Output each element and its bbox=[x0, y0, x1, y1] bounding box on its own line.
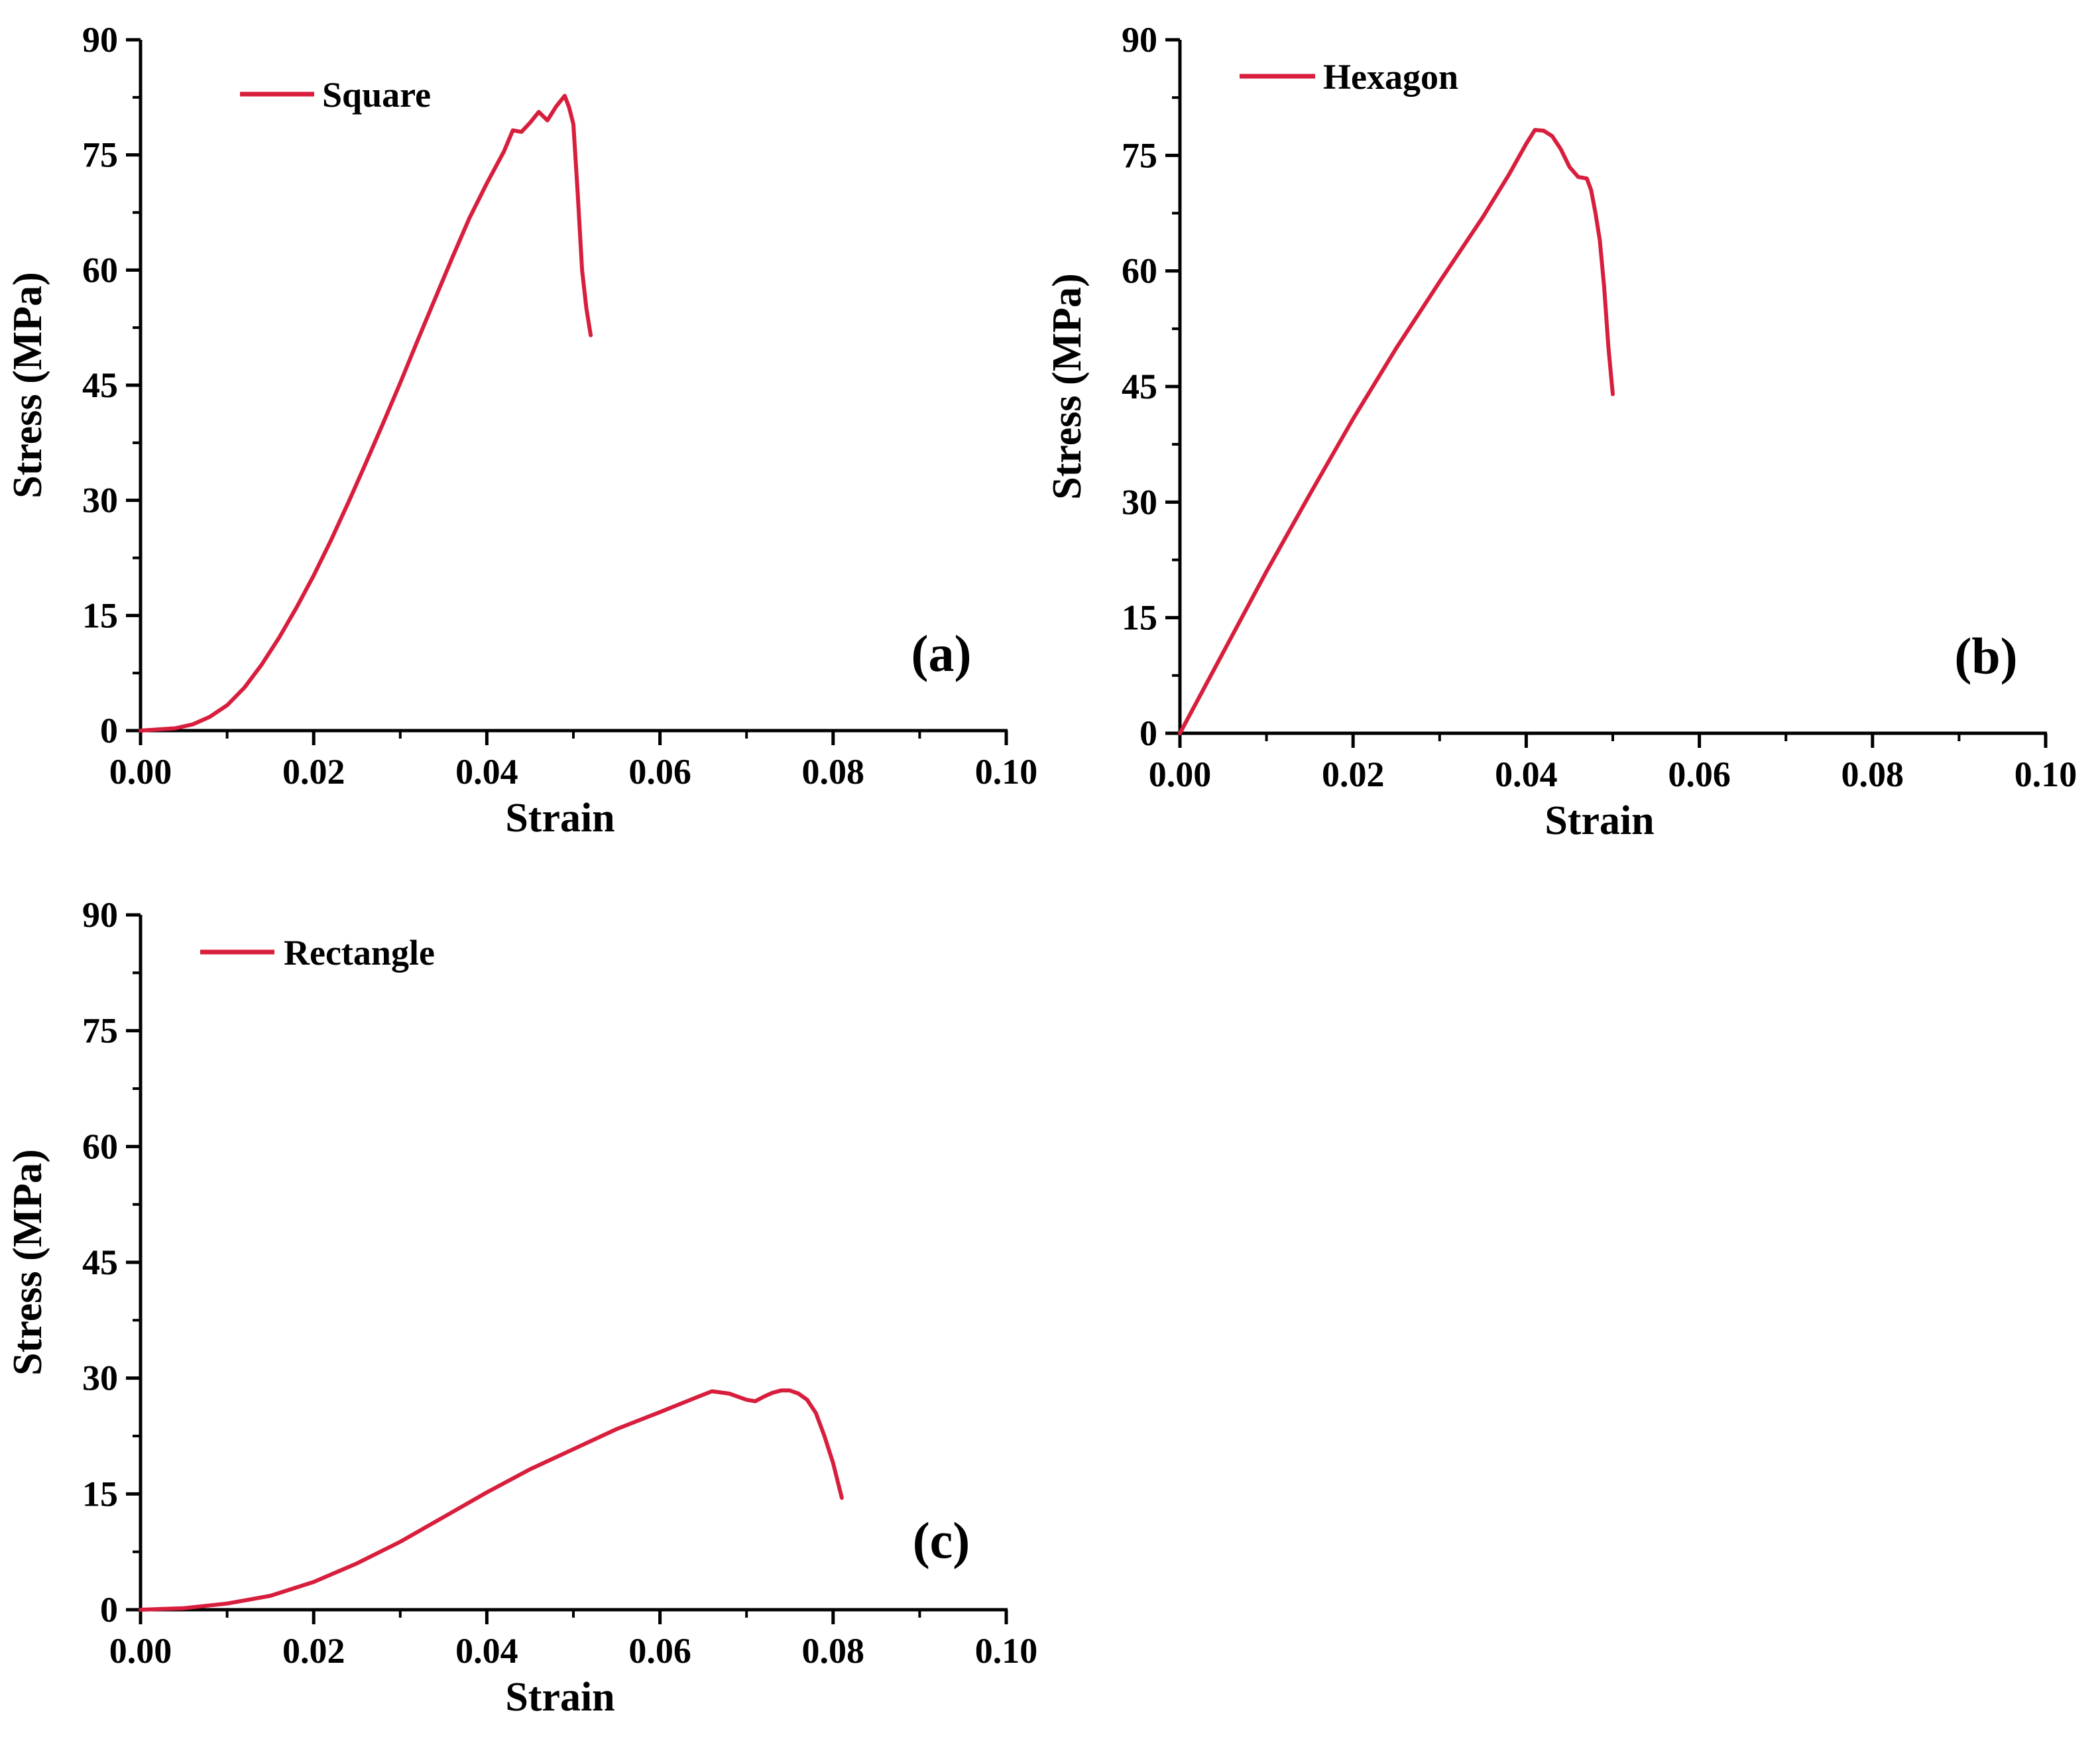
y-tick-label: 0 bbox=[1139, 713, 1157, 753]
y-tick-label: 60 bbox=[82, 250, 118, 290]
x-axis-title: Strain bbox=[505, 1675, 614, 1720]
y-tick-label: 0 bbox=[100, 1590, 118, 1630]
y-tick-label: 45 bbox=[82, 365, 118, 405]
y-axis-title: Stress (MPa) bbox=[5, 1149, 50, 1375]
legend-label-hexagon: Hexagon bbox=[1323, 57, 1458, 97]
panel-label-a: (a) bbox=[911, 625, 972, 682]
panel-b-axes bbox=[1165, 38, 2048, 748]
y-tick-label: 90 bbox=[82, 895, 118, 935]
y-tick-label: 30 bbox=[82, 481, 118, 520]
panel-label-b: (b) bbox=[1954, 627, 2017, 685]
panel-a-axes bbox=[126, 38, 1008, 745]
y-tick-label: 15 bbox=[82, 1474, 118, 1514]
y-tick-label: 30 bbox=[1122, 482, 1157, 522]
x-tick-label: 0.02 bbox=[282, 752, 345, 792]
y-tick-label: 60 bbox=[82, 1126, 118, 1166]
x-tick-label: 0.00 bbox=[109, 752, 172, 792]
y-tick-label: 15 bbox=[1122, 598, 1157, 638]
legend-label-rectangle: Rectangle bbox=[284, 933, 435, 973]
x-tick-label: 0.10 bbox=[975, 1631, 1038, 1671]
y-axis-title: Stress (MPa) bbox=[5, 272, 50, 498]
y-axis-title: Stress (MPa) bbox=[1045, 273, 1090, 499]
panel-a-x-tick-labels: 0.00 0.02 0.04 0.06 0.08 0.10 bbox=[109, 752, 1038, 792]
y-tick-label: 45 bbox=[1122, 367, 1157, 406]
y-tick-label: 75 bbox=[82, 135, 118, 175]
x-tick-label: 0.00 bbox=[1149, 754, 1212, 794]
x-tick-label: 0.02 bbox=[282, 1631, 345, 1671]
panel-c-x-tick-labels: 0.00 0.02 0.04 0.06 0.08 0.10 bbox=[109, 1631, 1038, 1671]
x-tick-label: 0.02 bbox=[1322, 754, 1385, 794]
x-axis-title: Strain bbox=[505, 796, 614, 841]
panel-a-y-tick-labels: 0 15 30 45 60 75 90 bbox=[82, 20, 118, 750]
chart-panel-square: 0.00 0.02 0.04 0.06 0.08 0.10 0 15 30 45… bbox=[5, 20, 1037, 841]
series-line-square bbox=[139, 93, 593, 733]
series-line-rectangle bbox=[139, 1388, 844, 1612]
x-tick-label: 0.10 bbox=[2014, 754, 2077, 794]
x-tick-label: 0.10 bbox=[975, 752, 1038, 792]
y-tick-label: 90 bbox=[1122, 20, 1157, 60]
x-tick-label: 0.04 bbox=[455, 1631, 518, 1671]
y-tick-label: 90 bbox=[82, 20, 118, 60]
x-tick-label: 0.04 bbox=[1495, 754, 1558, 794]
chart-panel-hexagon: 0.00 0.02 0.04 0.06 0.08 0.10 0 15 30 45… bbox=[1045, 20, 2077, 843]
y-tick-label: 30 bbox=[82, 1358, 118, 1398]
panel-c-y-tick-labels: 0 15 30 45 60 75 90 bbox=[82, 895, 118, 1630]
x-tick-label: 0.08 bbox=[802, 752, 865, 792]
x-tick-label: 0.08 bbox=[802, 1631, 865, 1671]
series-line-hexagon bbox=[1178, 128, 1615, 735]
x-tick-label: 0.06 bbox=[1668, 754, 1731, 794]
panel-c-axes bbox=[126, 913, 1008, 1624]
x-tick-label: 0.06 bbox=[628, 1631, 691, 1671]
x-tick-label: 0.00 bbox=[109, 1631, 172, 1671]
y-tick-label: 75 bbox=[82, 1011, 118, 1051]
panel-b-y-tick-labels: 0 15 30 45 60 75 90 bbox=[1122, 20, 1157, 753]
x-tick-label: 0.08 bbox=[1841, 754, 1904, 794]
chart-panel-rectangle: 0.00 0.02 0.04 0.06 0.08 0.10 0 15 30 45… bbox=[5, 895, 1037, 1720]
panel-label-c: (c) bbox=[913, 1512, 970, 1569]
x-axis-title: Strain bbox=[1545, 798, 1654, 843]
y-tick-label: 45 bbox=[82, 1242, 118, 1282]
y-tick-label: 60 bbox=[1122, 251, 1157, 291]
y-tick-label: 0 bbox=[100, 711, 118, 750]
y-tick-label: 75 bbox=[1122, 135, 1157, 175]
y-tick-label: 15 bbox=[82, 595, 118, 635]
x-tick-label: 0.04 bbox=[455, 752, 518, 792]
panel-b-x-tick-labels: 0.00 0.02 0.04 0.06 0.08 0.10 bbox=[1149, 754, 2077, 794]
x-tick-label: 0.06 bbox=[628, 752, 691, 792]
legend-label-square: Square bbox=[322, 75, 431, 115]
